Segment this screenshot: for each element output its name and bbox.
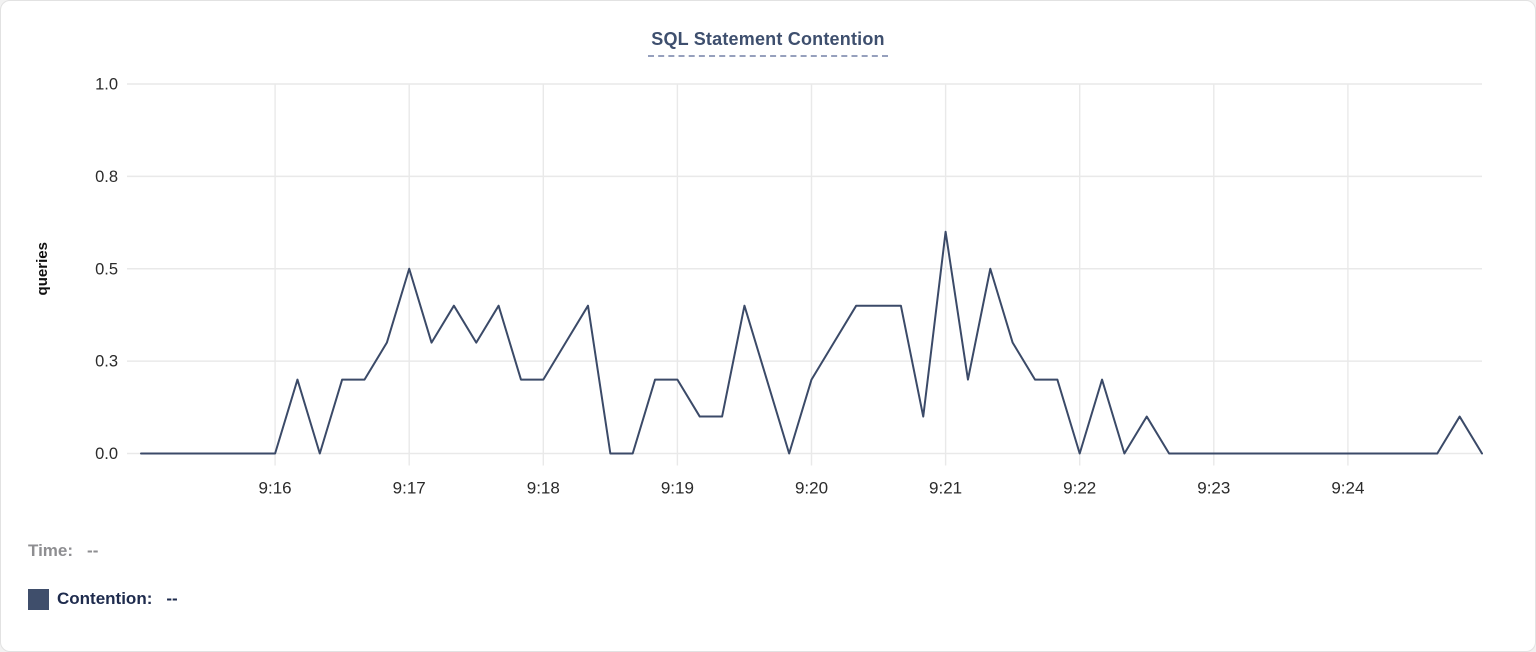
y-axis-label: queries [34, 242, 51, 295]
x-tick-label: 9:24 [1331, 479, 1364, 498]
y-tick-label: 0.5 [95, 260, 118, 278]
y-tick-label: 0.3 [95, 353, 118, 371]
contention-series-swatch-icon [28, 588, 49, 610]
chart-legend: Time: -- Contention: -- [28, 539, 178, 611]
contention-chart-plot-area[interactable]: 0.0 0.3 0.5 0.8 1.0 9:16 9:17 9:18 9:19 9:20 9:21 9… [1, 1, 1536, 531]
legend-contention-label: Contention: [57, 589, 153, 608]
legend-contention-row: Contention: -- [28, 587, 178, 611]
chart-title-row: SQL Statement Contention [1, 29, 1535, 57]
x-tick-label: 9:20 [795, 479, 828, 498]
y-tick-label: 0.0 [95, 445, 118, 463]
x-tick-label: 9:21 [929, 479, 962, 498]
x-tick-label: 9:17 [393, 479, 426, 498]
x-tick-label: 9:23 [1197, 479, 1230, 498]
x-tick-label: 9:22 [1063, 479, 1096, 498]
x-tick-label: 9:18 [527, 479, 560, 498]
chart-title[interactable]: SQL Statement Contention [648, 29, 888, 57]
y-tick-label: 0.8 [95, 168, 118, 186]
legend-contention-value: -- [166, 589, 178, 608]
legend-time-value: -- [87, 541, 99, 560]
y-tick-label: 1.0 [95, 76, 118, 94]
x-tick-label: 9:19 [661, 479, 694, 498]
legend-time-row: Time: -- [28, 539, 178, 563]
contention-series-line [140, 230, 1483, 455]
x-tick-label: 9:16 [259, 479, 292, 498]
legend-time-label: Time: [28, 541, 74, 560]
